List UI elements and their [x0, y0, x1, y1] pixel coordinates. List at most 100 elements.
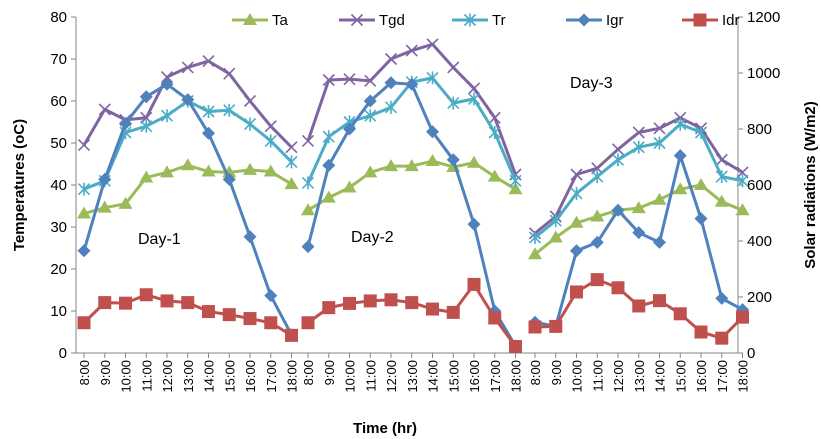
x-tick-label: 16:00: [694, 360, 709, 393]
y2-axis-title: Solar radiations (W/m2): [802, 101, 819, 269]
data-point: [467, 155, 481, 168]
legend: Ta Tgd Tr Igr Idr: [232, 12, 740, 29]
x-tick-label: 8:00: [528, 360, 543, 385]
data-point: [77, 244, 91, 258]
data-point: [160, 165, 174, 178]
data-point: [467, 92, 481, 106]
data-point: [285, 155, 298, 169]
x-tick-label: 13:00: [181, 360, 196, 393]
data-point: [160, 77, 174, 91]
x-tick-label: 10:00: [343, 360, 358, 393]
data-point: [243, 13, 257, 25]
data-point: [611, 143, 625, 156]
x-tick-label: 18:00: [285, 360, 300, 393]
data-point: [570, 244, 583, 258]
x-tick-label: 15:00: [446, 360, 461, 393]
legend-label: Idr: [722, 12, 740, 29]
x-tick-label: 12:00: [160, 360, 175, 393]
x-tick-label: 15:00: [222, 360, 237, 393]
series-line: [306, 42, 517, 176]
data-point: [447, 61, 460, 74]
data-point: [652, 192, 667, 205]
data-point: [223, 67, 236, 80]
legend-item-igr: Igr: [566, 12, 624, 29]
data-point: [264, 289, 278, 303]
x-tick-label: 9:00: [98, 360, 113, 385]
data-point: [653, 122, 666, 135]
data-point: [694, 126, 708, 139]
data-point: [201, 164, 216, 177]
x-tick-label: 11:00: [590, 360, 605, 392]
y-tick-label: 70: [50, 51, 67, 68]
data-point: [301, 240, 315, 254]
data-point: [343, 122, 356, 136]
data-point: [202, 55, 215, 68]
x-tick-label: 14:00: [426, 360, 441, 393]
legend-label: Tr: [492, 12, 506, 29]
data-point: [570, 186, 583, 200]
data-point: [590, 209, 605, 222]
data-point: [714, 194, 729, 207]
y-tick-label: 80: [50, 9, 67, 26]
data-point: [715, 291, 729, 305]
data-point: [322, 301, 336, 315]
series-tr: [77, 71, 749, 244]
data-point: [488, 311, 502, 325]
data-point: [98, 172, 112, 186]
y-axis-title: Temperatures (oC): [11, 119, 28, 251]
y2-tick-label: 200: [747, 289, 772, 306]
data-point: [322, 158, 336, 172]
data-point: [590, 273, 604, 287]
y2-tick-label: 600: [747, 177, 772, 194]
data-point: [343, 73, 356, 86]
data-point: [263, 164, 278, 177]
data-point: [264, 134, 277, 148]
data-point: [632, 299, 646, 313]
data-point: [264, 120, 277, 133]
x-tick-label: 13:00: [405, 360, 420, 393]
data-point: [736, 310, 749, 324]
data-point: [243, 230, 257, 244]
data-point: [364, 74, 377, 87]
data-point: [321, 190, 336, 203]
data-point: [467, 217, 481, 231]
data-point: [77, 182, 91, 196]
data-point: [508, 182, 523, 195]
legend-item-idr: Idr: [682, 12, 740, 29]
data-point: [693, 13, 707, 27]
series-layer: [77, 38, 750, 354]
data-point: [160, 294, 174, 308]
data-point: [384, 52, 398, 66]
x-tick-label: 13:00: [632, 360, 647, 393]
data-point: [653, 235, 666, 249]
series-igr: [77, 76, 749, 353]
x-tick-label: 14:00: [653, 360, 668, 393]
y-tick-label: 0: [59, 345, 67, 362]
data-point: [467, 277, 481, 291]
data-point: [384, 76, 398, 90]
data-point: [426, 71, 439, 85]
data-point: [570, 168, 583, 181]
data-point: [653, 294, 666, 308]
data-point: [591, 170, 604, 184]
data-point: [653, 136, 666, 150]
x-tick-label: 18:00: [509, 360, 524, 393]
x-tick-label: 14:00: [202, 360, 217, 393]
data-point: [222, 172, 236, 186]
data-point: [528, 231, 542, 244]
x-tick-label: 12:00: [611, 360, 626, 393]
data-point: [264, 316, 278, 330]
data-point: [384, 100, 398, 114]
axes: 010203040506070800200400600800100012008:…: [50, 9, 780, 393]
y-tick-label: 10: [50, 303, 67, 320]
x-tick-label: 11:00: [139, 360, 154, 392]
legend-item-ta: Ta: [232, 12, 289, 29]
data-point: [284, 177, 299, 190]
group-label: Day-3: [570, 75, 613, 92]
data-point: [673, 149, 687, 163]
data-point: [322, 73, 335, 87]
data-point: [611, 203, 625, 217]
data-point: [673, 182, 688, 195]
data-point: [577, 13, 591, 27]
data-point: [160, 70, 174, 84]
